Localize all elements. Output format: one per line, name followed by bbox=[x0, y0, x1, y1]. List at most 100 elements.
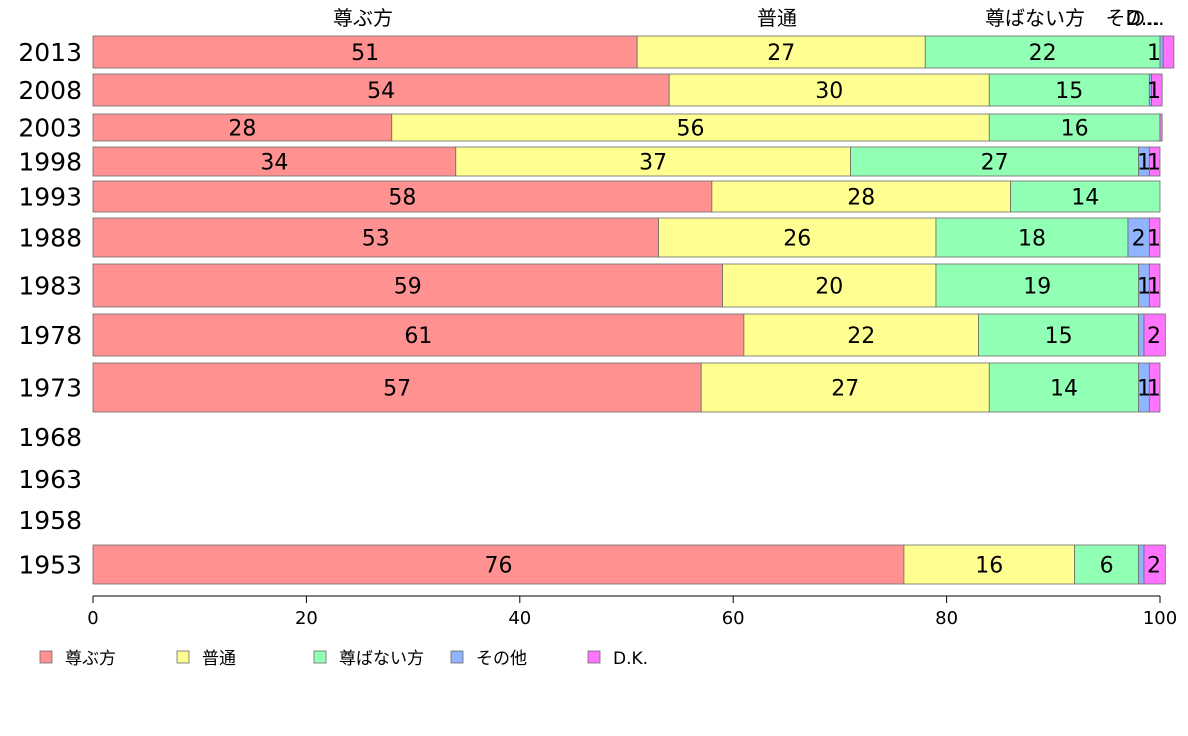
data-label: 20 bbox=[815, 275, 843, 300]
bar-segment bbox=[1138, 544, 1145, 585]
data-label: 28 bbox=[228, 117, 256, 142]
data-label: 16 bbox=[975, 554, 1003, 579]
bar-segment bbox=[1148, 263, 1161, 308]
data-label: 27 bbox=[767, 41, 795, 66]
bar-segment bbox=[1148, 146, 1161, 177]
data-label: 30 bbox=[815, 79, 843, 104]
data-label: 57 bbox=[383, 377, 411, 402]
data-label: 1 bbox=[1147, 79, 1161, 104]
year-labels: 2013 2008 2003 1998 1993 1988 1983 1978 1973 1968… bbox=[18, 38, 82, 580]
data-label: 53 bbox=[362, 227, 390, 252]
column-header: 尊ぶ方 bbox=[333, 6, 393, 30]
bar-segment bbox=[455, 146, 851, 177]
bar-segment bbox=[92, 362, 702, 413]
bar-segment bbox=[1148, 362, 1161, 413]
bar-segment bbox=[92, 73, 670, 107]
data-label: 15 bbox=[1045, 324, 1073, 349]
legend-swatch bbox=[176, 650, 190, 664]
year-label: 1998 bbox=[18, 148, 82, 177]
legend: 尊ぶ方 普通 尊ばない方 その他 D.K. bbox=[39, 649, 648, 669]
bar-segment bbox=[935, 217, 1129, 258]
bar-segment bbox=[1010, 180, 1161, 213]
legend-label: D.K. bbox=[613, 649, 648, 669]
legend-label: 尊ばない方 bbox=[339, 649, 424, 669]
bar-segment bbox=[92, 35, 638, 69]
data-label: 61 bbox=[404, 324, 432, 349]
data-label: 27 bbox=[831, 377, 859, 402]
bar-segment bbox=[722, 263, 937, 308]
data-label: 1 bbox=[1147, 275, 1161, 300]
bar-segment bbox=[924, 35, 1161, 69]
bar-segment bbox=[668, 73, 990, 107]
bar-segment bbox=[636, 35, 926, 69]
bar-segment bbox=[1138, 313, 1145, 357]
bar-segment bbox=[1159, 113, 1163, 142]
data-label: 19 bbox=[1023, 275, 1051, 300]
bar-segment bbox=[92, 313, 745, 357]
x-tick-label: 40 bbox=[508, 608, 531, 629]
bar-segment bbox=[988, 113, 1161, 142]
column-header: 尊ばない方 bbox=[985, 6, 1085, 30]
data-label: 16 bbox=[1061, 117, 1089, 142]
bar-segment bbox=[935, 263, 1140, 308]
column-headers: 尊ぶ方 普通 尊ばない方 その...D... bbox=[333, 6, 1165, 30]
legend-swatch bbox=[313, 650, 327, 664]
legend-label: 普通 bbox=[202, 649, 236, 669]
bar-segment bbox=[1162, 35, 1175, 69]
data-label: 58 bbox=[388, 186, 416, 211]
year-label: 1963 bbox=[18, 465, 82, 494]
bar-segment bbox=[743, 313, 980, 357]
data-label: 59 bbox=[394, 275, 422, 300]
data-label: 1 bbox=[1147, 151, 1161, 176]
bar-segment bbox=[92, 544, 905, 585]
year-label: 1988 bbox=[18, 224, 82, 253]
data-label: 1 bbox=[1137, 377, 1151, 402]
data-label: 28 bbox=[847, 186, 875, 211]
bar-segment bbox=[92, 263, 723, 308]
data-label: 15 bbox=[1055, 79, 1083, 104]
data-label: 76 bbox=[484, 554, 512, 579]
x-axis: 0 20 40 60 80 100 bbox=[87, 595, 1177, 629]
data-label: 1 bbox=[1147, 377, 1161, 402]
year-label: 1983 bbox=[18, 272, 82, 301]
data-label: 54 bbox=[367, 79, 395, 104]
bar-segment bbox=[1143, 313, 1166, 357]
data-label: 2 bbox=[1132, 227, 1146, 252]
year-label: 2008 bbox=[18, 76, 82, 105]
column-header: 普通 bbox=[757, 6, 797, 30]
year-label: 2003 bbox=[18, 114, 82, 143]
data-label: 34 bbox=[260, 151, 288, 176]
bar-segment bbox=[92, 180, 713, 213]
data-label: 18 bbox=[1018, 227, 1046, 252]
year-label: 1973 bbox=[18, 374, 82, 403]
legend-label: その他 bbox=[476, 649, 527, 669]
year-label: 1978 bbox=[18, 321, 82, 350]
x-tick-label: 100 bbox=[1143, 608, 1177, 629]
data-label: 1 bbox=[1137, 151, 1151, 176]
bar-segment bbox=[1143, 544, 1166, 585]
year-label: 1953 bbox=[18, 551, 82, 580]
bar-segment bbox=[658, 217, 937, 258]
data-label: 22 bbox=[1029, 41, 1057, 66]
bar-segment bbox=[1148, 217, 1161, 258]
data-label: 37 bbox=[639, 151, 667, 176]
legend-label: 尊ぶ方 bbox=[65, 649, 116, 669]
data-label: 14 bbox=[1071, 186, 1099, 211]
column-header: D... bbox=[1126, 6, 1160, 30]
bar-segment bbox=[1151, 73, 1163, 107]
data-label: 1 bbox=[1147, 227, 1161, 252]
year-label: 2013 bbox=[18, 38, 82, 67]
bar-segment bbox=[700, 362, 990, 413]
data-label: 6 bbox=[1100, 554, 1114, 579]
x-tick-label: 60 bbox=[722, 608, 745, 629]
bar-segment bbox=[988, 73, 1150, 107]
data-label: 27 bbox=[981, 151, 1009, 176]
x-tick-label: 20 bbox=[295, 608, 318, 629]
bar-segment bbox=[988, 362, 1140, 413]
data-label: 1 bbox=[1137, 275, 1151, 300]
data-label: 14 bbox=[1050, 377, 1078, 402]
bar-segment bbox=[391, 113, 990, 142]
year-label: 1968 bbox=[18, 423, 82, 452]
